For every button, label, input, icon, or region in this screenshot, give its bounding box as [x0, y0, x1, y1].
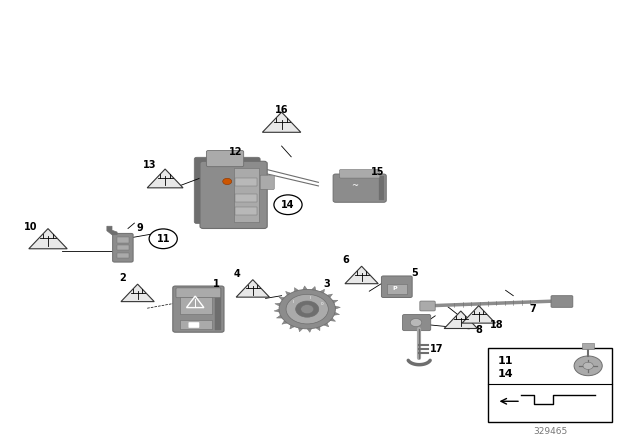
Polygon shape: [147, 169, 183, 188]
Polygon shape: [345, 266, 378, 284]
Polygon shape: [330, 318, 335, 321]
Polygon shape: [298, 328, 303, 332]
Text: 18: 18: [490, 320, 504, 330]
Text: 17: 17: [429, 345, 444, 354]
FancyBboxPatch shape: [173, 286, 224, 332]
Polygon shape: [312, 286, 316, 290]
Polygon shape: [107, 226, 117, 235]
Bar: [235, 207, 257, 215]
Polygon shape: [320, 289, 324, 293]
Polygon shape: [236, 280, 269, 297]
Bar: [582, 344, 594, 349]
Bar: [379, 176, 384, 201]
Text: 0: 0: [321, 302, 323, 306]
FancyBboxPatch shape: [551, 296, 573, 307]
Text: 12: 12: [228, 147, 243, 157]
Bar: [234, 168, 259, 222]
Text: 3: 3: [323, 280, 330, 289]
Polygon shape: [276, 315, 282, 318]
Polygon shape: [262, 112, 301, 132]
Text: I: I: [309, 296, 310, 300]
FancyBboxPatch shape: [176, 288, 221, 298]
Circle shape: [296, 301, 319, 317]
Bar: [235, 178, 257, 186]
Circle shape: [286, 294, 328, 324]
Bar: [215, 288, 221, 331]
Polygon shape: [285, 291, 291, 295]
Polygon shape: [274, 309, 280, 312]
Polygon shape: [316, 327, 320, 331]
Text: 15: 15: [371, 168, 385, 177]
Text: 4: 4: [234, 269, 240, 279]
Bar: [235, 194, 257, 202]
FancyBboxPatch shape: [200, 161, 268, 228]
Polygon shape: [294, 288, 298, 292]
Text: 5: 5: [412, 268, 418, 278]
Text: II: II: [292, 300, 295, 304]
Circle shape: [279, 289, 335, 329]
Circle shape: [274, 195, 302, 215]
Bar: [117, 245, 129, 250]
FancyBboxPatch shape: [333, 174, 387, 202]
FancyBboxPatch shape: [381, 276, 412, 297]
Bar: [117, 253, 129, 258]
Polygon shape: [332, 300, 338, 303]
Polygon shape: [275, 303, 280, 306]
Text: 14: 14: [281, 200, 295, 210]
Bar: [117, 237, 129, 243]
Circle shape: [149, 229, 177, 249]
Text: 16: 16: [275, 105, 289, 115]
Text: 9: 9: [136, 224, 143, 233]
Polygon shape: [444, 311, 477, 328]
Polygon shape: [282, 321, 287, 324]
Polygon shape: [29, 228, 67, 249]
FancyBboxPatch shape: [403, 314, 431, 331]
Bar: [180, 320, 212, 329]
Circle shape: [301, 305, 314, 314]
Circle shape: [223, 178, 232, 185]
Polygon shape: [303, 286, 307, 290]
Polygon shape: [327, 294, 333, 297]
FancyBboxPatch shape: [260, 175, 275, 190]
Text: 10: 10: [24, 222, 38, 232]
Polygon shape: [307, 328, 312, 332]
Polygon shape: [290, 325, 294, 329]
Text: 11: 11: [156, 234, 170, 244]
Circle shape: [574, 356, 602, 376]
Polygon shape: [279, 297, 284, 300]
Bar: [387, 284, 407, 294]
Polygon shape: [324, 323, 329, 327]
Text: 13: 13: [143, 160, 157, 170]
FancyBboxPatch shape: [206, 151, 244, 167]
Text: 6: 6: [343, 255, 349, 265]
Bar: [488, 348, 612, 422]
Text: 1: 1: [213, 280, 220, 289]
FancyBboxPatch shape: [420, 301, 435, 311]
Text: 7: 7: [529, 304, 536, 314]
Polygon shape: [121, 284, 154, 302]
FancyBboxPatch shape: [195, 157, 260, 224]
Polygon shape: [335, 306, 340, 309]
Text: 11: 11: [497, 356, 513, 366]
Polygon shape: [462, 306, 495, 323]
Text: 329465: 329465: [533, 427, 567, 436]
Text: 2: 2: [120, 273, 126, 283]
FancyBboxPatch shape: [189, 323, 199, 328]
Polygon shape: [334, 312, 340, 315]
Bar: [180, 297, 212, 314]
Text: P: P: [392, 286, 397, 292]
FancyBboxPatch shape: [340, 170, 380, 178]
Text: 14: 14: [497, 369, 513, 379]
Circle shape: [410, 319, 422, 327]
Text: 8: 8: [476, 325, 482, 335]
FancyBboxPatch shape: [113, 233, 133, 262]
Text: ~: ~: [351, 181, 358, 190]
Circle shape: [583, 362, 593, 370]
